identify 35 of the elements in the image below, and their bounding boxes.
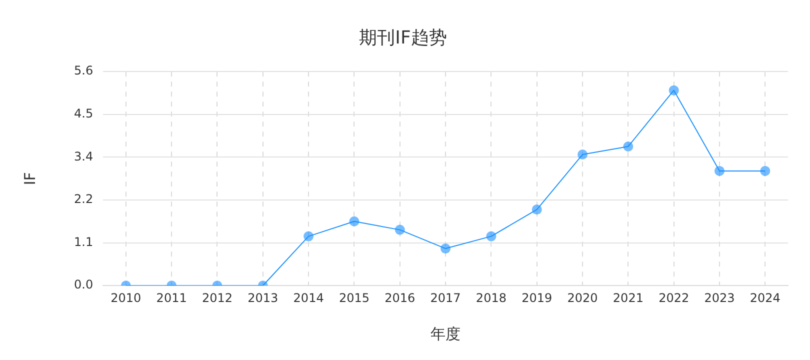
- x-tick-label: 2013: [248, 290, 278, 305]
- point: [714, 166, 725, 176]
- y-tick-label: 3.4: [74, 149, 94, 164]
- x-tick-label: 2015: [338, 290, 370, 305]
- x-tick-label: 2017: [430, 290, 461, 305]
- x-tick-label: 2022: [658, 290, 690, 305]
- y-axis-title: IF: [20, 172, 39, 186]
- x-axis-title: 年度: [430, 324, 461, 343]
- point: [440, 244, 451, 254]
- x-tick-label: 2021: [612, 290, 644, 305]
- point: [349, 216, 360, 226]
- x-tick-label: 2011: [156, 290, 187, 305]
- point: [304, 231, 314, 242]
- x-tick-label: 2024: [750, 290, 780, 305]
- x-tick-label: 2016: [384, 290, 416, 305]
- y-tick-label: 1.1: [74, 234, 94, 249]
- point: [623, 142, 634, 152]
- x-tick-label: 2020: [567, 290, 598, 305]
- point: [668, 85, 679, 96]
- y-tick-label: 2.2: [74, 192, 94, 206]
- x-tick-label: 2010: [110, 290, 142, 305]
- x-tick-label: 2012: [202, 290, 233, 305]
- x-tick-label: 2019: [522, 290, 552, 305]
- x-tick-label: 2018: [476, 290, 506, 305]
- y-tick-label: 4.5: [74, 106, 94, 121]
- y-tick-label: 5.6: [74, 64, 94, 78]
- point: [760, 166, 770, 176]
- point: [532, 204, 542, 215]
- x-tick-label: 2023: [704, 290, 735, 305]
- point: [486, 231, 496, 242]
- point: [394, 224, 405, 235]
- x-tick-label: 2014: [293, 290, 324, 305]
- y-tick-label: 0.0: [74, 278, 94, 292]
- point: [578, 150, 588, 160]
- chart-title: 期刊IF趋势: [359, 27, 447, 48]
